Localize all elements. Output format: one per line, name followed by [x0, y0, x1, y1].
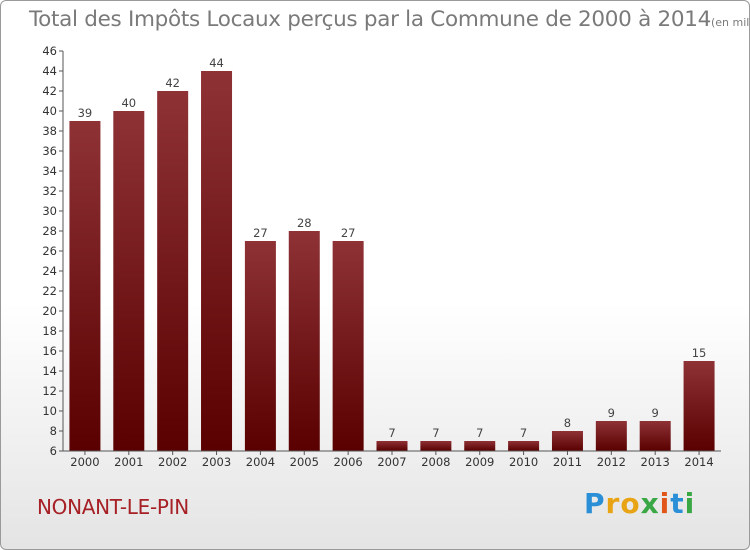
x-tick-2012: 2012: [597, 455, 626, 469]
bar-2007: [376, 441, 408, 451]
proxiti-logo[interactable]: Proxiti: [584, 487, 696, 520]
y-tick-32: 32: [42, 184, 57, 198]
bar-2011: [551, 431, 583, 451]
commune-name: NONANT-LE-PIN: [37, 495, 189, 519]
y-tick-44: 44: [42, 64, 57, 78]
data-label-2010: 7: [520, 426, 527, 440]
x-tick-2013: 2013: [641, 455, 670, 469]
data-label-2014: 15: [692, 346, 707, 360]
y-tick-20: 20: [42, 304, 57, 318]
data-label-2002: 42: [165, 76, 180, 90]
y-tick-8: 8: [50, 424, 57, 438]
data-label-2006: 27: [341, 226, 356, 240]
y-tick-16: 16: [42, 344, 57, 358]
y-tick-38: 38: [42, 124, 57, 138]
bar-2012: [595, 421, 627, 451]
y-tick-6: 6: [50, 444, 57, 458]
bar-2004: [244, 241, 276, 451]
chart-unit: (en milliers d'€): [711, 16, 750, 29]
x-tick-2001: 2001: [114, 455, 143, 469]
x-tick-2011: 2011: [553, 455, 582, 469]
data-label-2007: 7: [388, 426, 395, 440]
chart-title: Total des Impôts Locaux perçus par la Co…: [29, 7, 750, 32]
x-tick-2009: 2009: [465, 455, 494, 469]
data-label-2012: 9: [608, 406, 615, 420]
bar-2006: [332, 241, 364, 451]
y-tick-26: 26: [42, 244, 57, 258]
bar-2008: [420, 441, 452, 451]
data-label-2003: 44: [209, 56, 224, 70]
x-tick-2007: 2007: [377, 455, 406, 469]
x-tick-2003: 2003: [202, 455, 231, 469]
data-label-2013: 9: [652, 406, 659, 420]
bar-2014: [683, 361, 715, 451]
data-label-2009: 7: [476, 426, 483, 440]
x-tick-2000: 2000: [70, 455, 99, 469]
x-tick-2006: 2006: [333, 455, 362, 469]
y-tick-22: 22: [42, 284, 57, 298]
bar-2009: [464, 441, 496, 451]
x-tick-2004: 2004: [246, 455, 275, 469]
y-tick-14: 14: [42, 364, 57, 378]
data-label-2001: 40: [121, 96, 136, 110]
x-tick-2010: 2010: [509, 455, 538, 469]
bar-2003: [201, 71, 233, 451]
x-tick-2014: 2014: [684, 455, 713, 469]
y-tick-18: 18: [42, 324, 57, 338]
x-tick-2008: 2008: [421, 455, 450, 469]
bar-2000: [69, 121, 101, 451]
y-tick-28: 28: [42, 224, 57, 238]
data-label-2005: 28: [297, 216, 312, 230]
y-tick-46: 46: [42, 44, 57, 58]
y-tick-10: 10: [42, 404, 57, 418]
bar-2005: [288, 231, 320, 451]
y-tick-12: 12: [42, 384, 57, 398]
x-tick-2002: 2002: [158, 455, 187, 469]
bar-2001: [113, 111, 145, 451]
x-tick-2005: 2005: [290, 455, 319, 469]
y-tick-36: 36: [42, 144, 57, 158]
y-tick-42: 42: [42, 84, 57, 98]
y-tick-24: 24: [42, 264, 57, 278]
bar-2010: [508, 441, 540, 451]
data-label-2000: 39: [78, 106, 93, 120]
chart-title-text: Total des Impôts Locaux perçus par la Co…: [29, 7, 711, 32]
bar-2013: [639, 421, 671, 451]
y-tick-30: 30: [42, 204, 57, 218]
y-tick-34: 34: [42, 164, 57, 178]
bar-2002: [157, 91, 189, 451]
data-label-2011: 8: [564, 416, 571, 430]
data-label-2008: 7: [432, 426, 439, 440]
y-tick-40: 40: [42, 104, 57, 118]
data-label-2004: 27: [253, 226, 268, 240]
